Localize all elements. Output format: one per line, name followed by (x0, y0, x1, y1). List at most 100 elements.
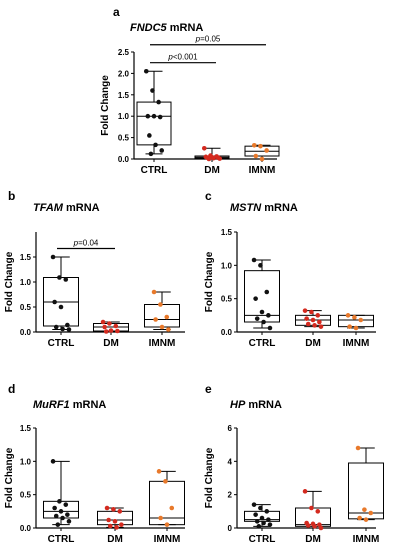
data-point (251, 143, 257, 148)
y-axis-label: Fold Change (4, 251, 15, 312)
box-imnm (144, 289, 180, 332)
data-point (253, 512, 258, 517)
title-gene: MuRF1 (33, 399, 70, 411)
p-value-label: p=0.05 (195, 35, 221, 44)
x-category-label: DM (204, 165, 220, 176)
p-symbol: p (73, 239, 79, 248)
data-point (60, 515, 65, 521)
data-point (259, 309, 265, 315)
data-point (111, 507, 116, 512)
x-category-label: CTRL (48, 534, 75, 545)
box-dm (295, 308, 331, 329)
data-point (201, 146, 207, 151)
data-point (309, 309, 314, 315)
x-category-label: IMNM (353, 534, 380, 545)
data-point (65, 322, 70, 328)
data-point (147, 133, 152, 138)
data-point (315, 509, 321, 514)
data-point (251, 257, 257, 263)
data-point (148, 151, 154, 157)
data-point (158, 302, 163, 307)
y-tick-label: 1.5 (118, 91, 130, 100)
y-tick-label: 1.0 (20, 278, 32, 287)
data-point (52, 505, 57, 511)
y-tick-label: 1.5 (221, 228, 233, 237)
data-point (156, 99, 161, 105)
data-point (261, 319, 266, 325)
x-category-label: DM (305, 534, 321, 545)
y-tick-label: 0 (228, 524, 233, 533)
box-ctrl (43, 254, 79, 332)
data-point (310, 317, 316, 323)
box-ctrl (244, 257, 280, 331)
box-ctrl (244, 502, 280, 529)
p-symbol: p (167, 53, 173, 62)
p-value: =0.04 (78, 239, 99, 248)
y-tick-label: 4 (228, 457, 233, 466)
chart-title: TFAM mRNA (33, 202, 100, 214)
data-point (108, 328, 114, 333)
data-point (112, 519, 118, 524)
data-point (355, 445, 361, 451)
p-value-label: p=0.04 (73, 239, 99, 248)
data-point (302, 489, 308, 494)
data-point (318, 525, 324, 531)
p-value-label: p<0.001 (167, 53, 198, 62)
data-point (113, 323, 119, 329)
x-category-label: CTRL (249, 534, 276, 545)
data-point (345, 313, 351, 318)
panel-letter: e (205, 382, 212, 396)
data-point (266, 313, 271, 318)
data-point (362, 507, 367, 512)
title-suffix: mRNA (245, 399, 282, 411)
data-point (164, 522, 170, 527)
data-point (102, 324, 107, 330)
data-point (107, 321, 112, 326)
y-tick-label: 0.5 (20, 491, 32, 500)
panel-letter: c (205, 189, 212, 203)
panel-letter: d (8, 382, 15, 396)
y-tick-label: 2.5 (118, 48, 130, 57)
data-point (117, 509, 123, 514)
y-tick-label: 1.5 (20, 424, 32, 433)
data-point (258, 263, 263, 268)
data-point (57, 275, 62, 280)
data-point (63, 277, 69, 282)
data-point (312, 323, 317, 328)
data-point (259, 515, 265, 521)
x-category-label: CTRL (249, 338, 276, 349)
data-point (166, 327, 171, 332)
panel-letter: a (113, 5, 120, 19)
y-axis-label: Fold Change (204, 251, 215, 312)
data-point (53, 513, 59, 519)
data-point (267, 522, 273, 527)
panel-letter: b (8, 189, 15, 203)
data-point (363, 517, 369, 522)
y-tick-label: 0.5 (20, 303, 32, 312)
data-point (103, 329, 109, 334)
x-category-label: IMNM (343, 338, 370, 349)
x-category-label: DM (103, 338, 119, 349)
x-category-label: IMNM (249, 165, 276, 176)
x-category-label: IMNM (154, 534, 181, 545)
data-point (104, 505, 110, 511)
data-point (305, 523, 311, 528)
data-point (151, 113, 157, 119)
data-point (58, 304, 64, 310)
box-imnm (348, 445, 384, 522)
data-point (100, 319, 106, 325)
title-gene: TFAM (33, 202, 64, 214)
data-point (119, 522, 124, 527)
title-suffix: mRNA (63, 202, 100, 214)
data-point (150, 88, 155, 93)
data-point (52, 299, 57, 305)
data-point (151, 289, 157, 295)
box-ctrl (136, 68, 172, 157)
title-suffix: mRNA (261, 202, 298, 214)
y-tick-label: 0.5 (221, 295, 233, 304)
y-tick-label: 0.0 (221, 328, 233, 337)
data-point (318, 324, 324, 329)
data-point (163, 479, 168, 484)
data-point (266, 517, 271, 522)
